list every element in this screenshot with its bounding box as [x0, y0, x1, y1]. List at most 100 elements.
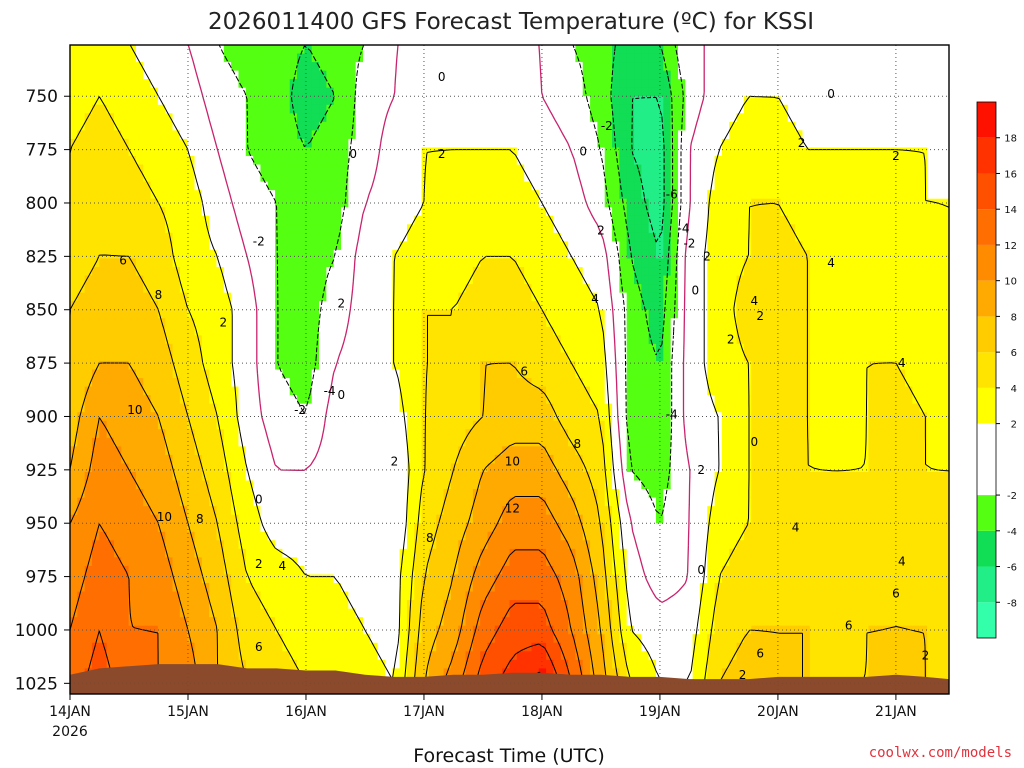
field-cell	[363, 207, 371, 217]
field-cell	[341, 326, 349, 336]
field-cell	[70, 574, 78, 584]
field-cell	[267, 608, 276, 618]
field-cell	[106, 309, 115, 319]
field-cell	[99, 335, 108, 345]
field-cell	[121, 207, 130, 217]
field-cell	[172, 463, 181, 473]
field-cell	[509, 241, 518, 251]
field-cell	[113, 79, 122, 89]
field-cell	[143, 130, 152, 140]
field-cell	[465, 386, 474, 396]
field-cell	[363, 62, 371, 72]
field-cell	[179, 600, 188, 610]
field-cell	[516, 446, 525, 456]
field-cell	[443, 215, 452, 225]
field-cell	[450, 514, 459, 524]
field-cell	[472, 156, 481, 166]
field-cell	[341, 258, 349, 268]
field-cell	[275, 582, 284, 593]
field-cell	[421, 275, 430, 285]
field-cell	[267, 70, 276, 80]
field-cell	[494, 608, 503, 618]
field-cell	[245, 284, 254, 294]
field-cell	[465, 608, 474, 618]
field-cell	[99, 190, 108, 200]
field-cell	[297, 642, 305, 652]
field-cell	[260, 301, 269, 311]
field-cell	[524, 412, 533, 422]
field-cell	[399, 70, 408, 80]
field-cell	[143, 301, 152, 311]
field-cell	[143, 335, 152, 345]
field-cell	[135, 53, 144, 63]
field-cell	[187, 284, 196, 294]
field-cell	[414, 574, 423, 584]
field-cell	[377, 79, 386, 89]
field-cell	[275, 318, 284, 328]
field-cell	[538, 514, 547, 524]
field-cell	[70, 241, 78, 251]
field-cell	[494, 642, 503, 652]
field-cell	[399, 104, 408, 114]
field-cell	[135, 62, 144, 72]
field-cell	[231, 437, 240, 447]
field-cell	[428, 625, 437, 635]
field-cell	[458, 53, 467, 63]
field-cell	[304, 121, 313, 131]
field-cell	[487, 565, 496, 576]
field-cell	[443, 130, 452, 140]
field-cell	[341, 309, 349, 319]
field-cell	[304, 215, 313, 225]
field-cell	[282, 548, 291, 558]
field-cell	[187, 224, 196, 234]
field-cell	[238, 591, 247, 601]
field-cell	[216, 634, 225, 644]
field-cell	[150, 232, 159, 243]
field-cell	[121, 608, 130, 618]
field-cell	[106, 600, 115, 610]
field-cell	[143, 446, 152, 456]
field-cell	[516, 79, 525, 89]
field-cell	[128, 190, 137, 200]
field-cell	[223, 275, 232, 285]
field-cell	[363, 335, 371, 345]
field-cell	[179, 267, 188, 277]
field-cell	[267, 343, 276, 354]
field-cell	[333, 173, 342, 183]
field-cell	[194, 62, 203, 72]
field-cell	[399, 309, 408, 319]
field-cell	[524, 309, 533, 319]
field-cell	[238, 437, 247, 447]
field-cell	[260, 130, 269, 140]
field-cell	[370, 104, 379, 114]
field-cell	[524, 386, 533, 396]
field-cell	[238, 463, 247, 473]
field-cell	[480, 309, 489, 319]
field-cell	[297, 617, 305, 627]
field-cell	[297, 523, 305, 533]
field-cell	[319, 335, 327, 345]
field-cell	[487, 651, 496, 661]
field-cell	[538, 446, 547, 456]
field-cell	[77, 53, 86, 63]
field-cell	[384, 138, 393, 149]
field-cell	[384, 130, 393, 140]
field-cell	[165, 378, 174, 388]
field-cell	[341, 625, 349, 635]
field-cell	[157, 506, 166, 516]
field-cell	[209, 531, 218, 541]
field-cell	[538, 582, 547, 593]
field-cell	[319, 121, 327, 131]
field-cell	[135, 625, 144, 635]
field-cell	[91, 659, 100, 669]
field-cell	[319, 147, 327, 157]
field-cell	[392, 249, 401, 260]
field-cell	[531, 241, 540, 251]
field-cell	[91, 343, 100, 354]
field-cell	[428, 395, 437, 405]
field-cell	[472, 207, 481, 217]
field-cell	[113, 301, 122, 311]
field-cell	[223, 113, 232, 123]
field-cell	[399, 275, 408, 285]
field-cell	[128, 275, 137, 285]
